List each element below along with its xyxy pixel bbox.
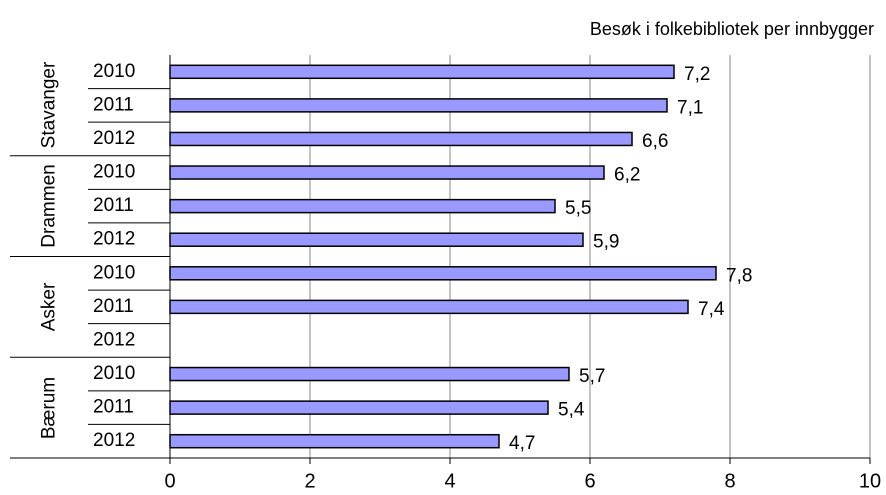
y-tick-label: 2012 [93, 329, 135, 350]
value-label: 6,2 [614, 165, 640, 186]
bar [169, 131, 633, 147]
x-tick-label: 2 [304, 470, 315, 492]
bar [169, 198, 556, 214]
group-label: Stavanger [38, 62, 59, 149]
group-label: Asker [38, 282, 59, 332]
group-label: Drammen [38, 164, 59, 248]
y-tick-label: 2011 [93, 94, 134, 115]
y-tick-label: 2012 [93, 229, 135, 250]
bar [169, 299, 689, 315]
y-tick-label: 2011 [93, 296, 134, 317]
y-tick-label: 2011 [93, 195, 134, 216]
x-tick-label: 4 [444, 470, 455, 492]
y-tick-label: 2012 [93, 128, 135, 149]
y-tick-label: 2011 [93, 397, 134, 418]
bar [169, 98, 668, 113]
value-label: 5,4 [558, 400, 585, 421]
x-tick-label: 8 [724, 470, 735, 492]
value-label: 7,2 [684, 64, 710, 85]
bar [169, 232, 584, 247]
y-tick-label: 2010 [93, 363, 135, 384]
value-label: 5,7 [579, 366, 605, 387]
bar [169, 165, 605, 180]
x-tick-label: 6 [584, 470, 595, 492]
chart-title: Besøk i folkebibliotek per innbygger [590, 19, 874, 39]
y-tick-label: 2010 [93, 162, 135, 183]
value-label: 7,1 [677, 97, 703, 118]
value-label: 4,7 [509, 433, 535, 454]
bar [169, 266, 717, 281]
group-label: Bærum [38, 376, 59, 439]
value-label: 7,8 [726, 265, 752, 286]
value-label: 6,6 [642, 131, 668, 152]
bar [169, 366, 570, 382]
value-label: 5,5 [565, 198, 591, 219]
bar [169, 400, 549, 415]
x-tick-label: 0 [164, 470, 175, 492]
y-tick-label: 2010 [93, 61, 135, 82]
value-label: 5,9 [593, 232, 619, 253]
bar [169, 64, 675, 80]
y-tick-label: 2010 [93, 262, 135, 283]
value-label: 7,4 [698, 299, 725, 320]
y-tick-label: 2012 [93, 430, 135, 451]
x-tick-label: 10 [859, 470, 881, 492]
bar [169, 433, 500, 449]
